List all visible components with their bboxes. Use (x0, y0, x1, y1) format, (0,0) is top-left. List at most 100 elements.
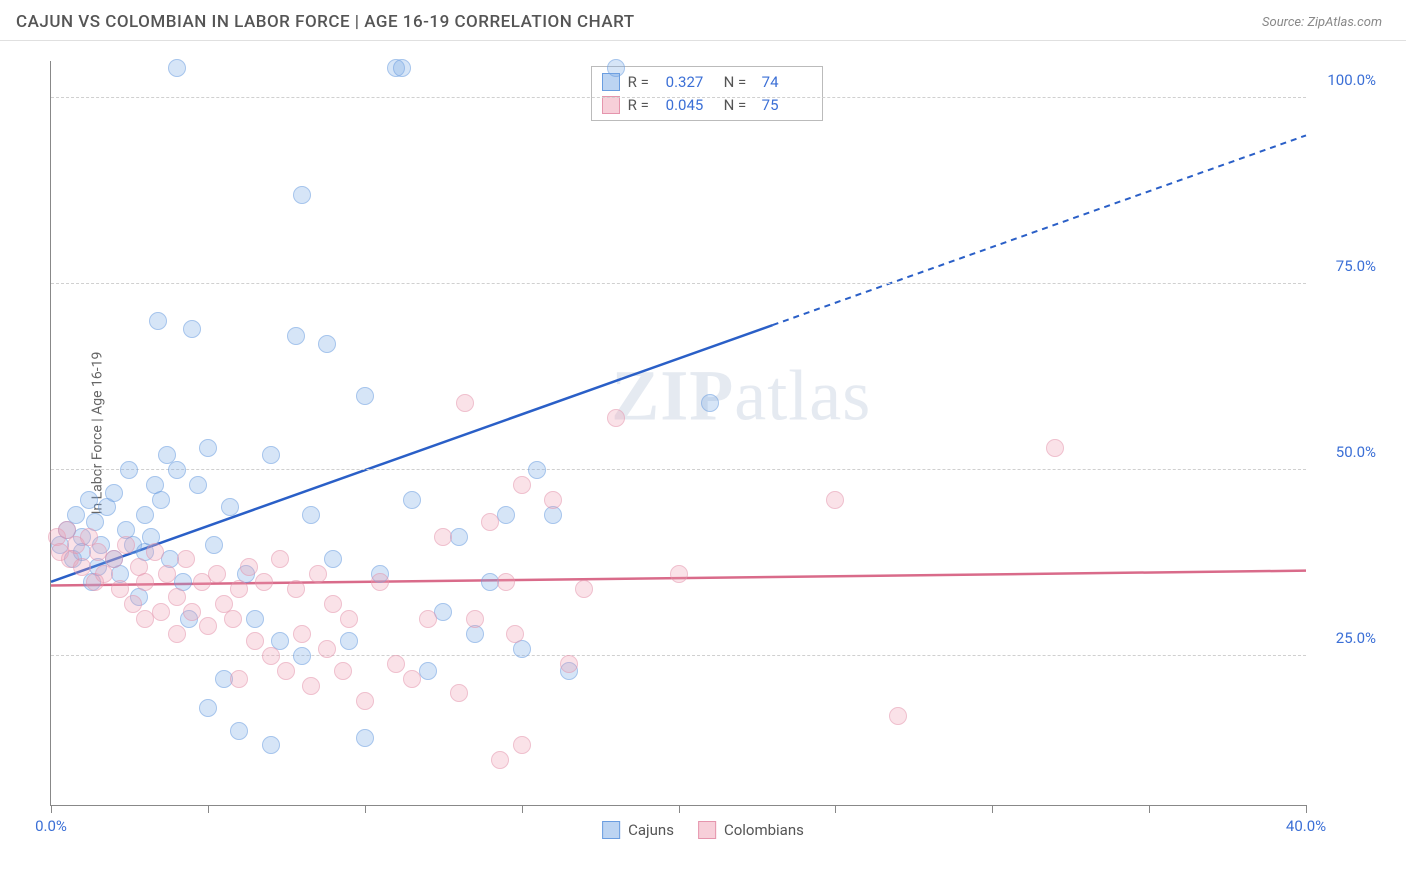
data-point (149, 312, 167, 330)
y-tick-label: 50.0% (1336, 443, 1376, 461)
data-point (497, 573, 515, 591)
data-point (506, 625, 524, 643)
data-point (387, 655, 405, 673)
chart-source: Source: ZipAtlas.com (1262, 15, 1382, 30)
source-label: Source: (1262, 15, 1307, 30)
data-point (513, 736, 531, 754)
correlation-legend: R = 0.327 N = 74 R = 0.045 N = 75 (591, 66, 823, 121)
data-point (168, 59, 186, 77)
data-point (136, 506, 154, 524)
data-point (334, 662, 352, 680)
legend-item-cajuns: Cajuns (602, 821, 674, 839)
data-point (255, 573, 273, 591)
data-point (111, 580, 129, 598)
data-point (403, 491, 421, 509)
n-label: N = (724, 71, 754, 94)
data-point (450, 684, 468, 702)
data-point (287, 580, 305, 598)
data-point (240, 558, 258, 576)
x-tick (208, 805, 209, 813)
data-point (287, 327, 305, 345)
data-point (356, 387, 374, 405)
data-point (318, 335, 336, 353)
data-point (450, 528, 468, 546)
data-point (124, 595, 142, 613)
data-point (356, 692, 374, 710)
data-point (199, 617, 217, 635)
data-point (208, 565, 226, 583)
data-point (544, 491, 562, 509)
legend-item-colombians: Colombians (698, 821, 804, 839)
data-point (277, 662, 295, 680)
data-point (271, 550, 289, 568)
data-point (246, 632, 264, 650)
chart-title: CAJUN VS COLOMBIAN IN LABOR FORCE | AGE … (16, 12, 635, 32)
data-point (230, 670, 248, 688)
data-point (497, 506, 515, 524)
x-tick-label: 0.0% (35, 817, 67, 835)
data-point (670, 565, 688, 583)
data-point (168, 588, 186, 606)
r-label: R = (628, 71, 658, 94)
x-tick (1306, 805, 1307, 813)
data-point (393, 59, 411, 77)
data-point (701, 394, 719, 412)
source-name: ZipAtlas.com (1307, 15, 1382, 30)
y-tick-label: 25.0% (1336, 629, 1376, 647)
data-point (434, 528, 452, 546)
data-point (302, 506, 320, 524)
data-point (105, 550, 123, 568)
data-point (466, 610, 484, 628)
data-point (491, 751, 509, 769)
data-point (262, 736, 280, 754)
data-point (340, 632, 358, 650)
n-value-cajuns: 74 (762, 71, 812, 94)
data-point (340, 610, 358, 628)
data-point (356, 729, 374, 747)
data-point (456, 394, 474, 412)
x-tick (835, 805, 836, 813)
data-point (528, 461, 546, 479)
data-point (403, 670, 421, 688)
trend-lines (51, 61, 1306, 805)
data-point (105, 484, 123, 502)
data-point (246, 610, 264, 628)
data-point (183, 320, 201, 338)
x-tick (365, 805, 366, 813)
x-tick (1149, 805, 1150, 813)
swatch-pink (602, 96, 620, 114)
data-point (513, 476, 531, 494)
data-point (168, 461, 186, 479)
gridline (51, 283, 1306, 284)
legend-row-cajuns: R = 0.327 N = 74 (602, 71, 812, 94)
data-point (80, 491, 98, 509)
data-point (189, 476, 207, 494)
data-point (1046, 439, 1064, 457)
swatch-blue (602, 821, 620, 839)
data-point (158, 565, 176, 583)
y-tick-label: 100.0% (1327, 71, 1376, 89)
x-tick-label: 40.0% (1286, 817, 1326, 835)
data-point (324, 595, 342, 613)
data-point (575, 580, 593, 598)
gridline (51, 97, 1306, 98)
data-point (199, 699, 217, 717)
gridline (51, 469, 1306, 470)
data-point (318, 640, 336, 658)
data-point (481, 513, 499, 531)
data-point (146, 543, 164, 561)
data-point (293, 625, 311, 643)
data-point (230, 722, 248, 740)
data-point (120, 461, 138, 479)
data-point (136, 573, 154, 591)
data-point (152, 491, 170, 509)
data-point (309, 565, 327, 583)
data-point (419, 610, 437, 628)
data-point (221, 498, 239, 516)
x-tick (51, 805, 52, 813)
data-point (230, 580, 248, 598)
data-point (262, 446, 280, 464)
swatch-pink (698, 821, 716, 839)
data-point (199, 439, 217, 457)
data-point (183, 603, 201, 621)
